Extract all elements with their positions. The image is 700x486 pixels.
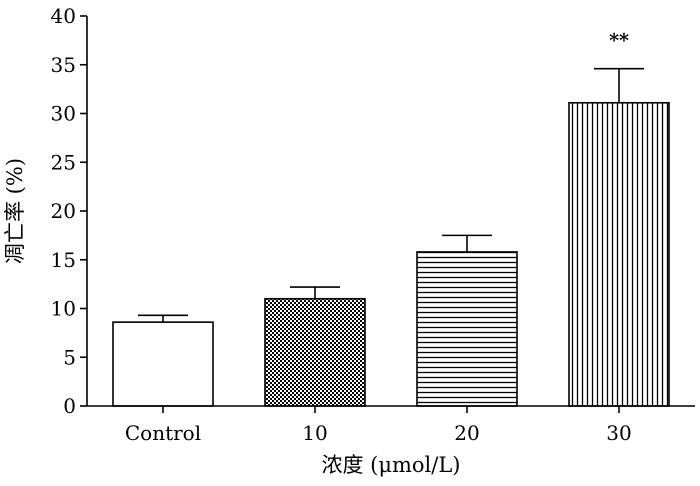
y-tick-label: 35 <box>51 53 76 77</box>
y-axis-label: 凋亡率 (%) <box>3 158 27 264</box>
y-tick-label: 20 <box>51 199 76 223</box>
y-tick-label: 25 <box>51 150 76 174</box>
y-tick-label: 10 <box>51 297 76 321</box>
x-tick-label: 10 <box>302 421 327 445</box>
y-tick-label: 40 <box>51 4 76 28</box>
x-tick-label: Control <box>125 421 201 445</box>
bar-1 <box>264 297 366 407</box>
bar-0 <box>112 321 214 407</box>
x-axis-ticks: Control 10 20 30 <box>125 406 632 445</box>
bar-3 <box>568 101 670 407</box>
bar-2 <box>416 251 518 407</box>
x-tick-label: 20 <box>454 421 479 445</box>
y-tick-label: 0 <box>63 394 76 418</box>
y-axis-ticks: 0 5 10 15 20 25 30 35 40 <box>51 4 87 418</box>
x-axis-label: 浓度 (μmol/L) <box>321 453 460 477</box>
significance-label: ** <box>609 30 629 52</box>
y-tick-label: 30 <box>51 102 76 126</box>
x-tick-label: 30 <box>606 421 631 445</box>
bars: ** <box>112 30 670 407</box>
y-tick-label: 15 <box>51 248 76 272</box>
y-tick-label: 5 <box>63 345 76 369</box>
